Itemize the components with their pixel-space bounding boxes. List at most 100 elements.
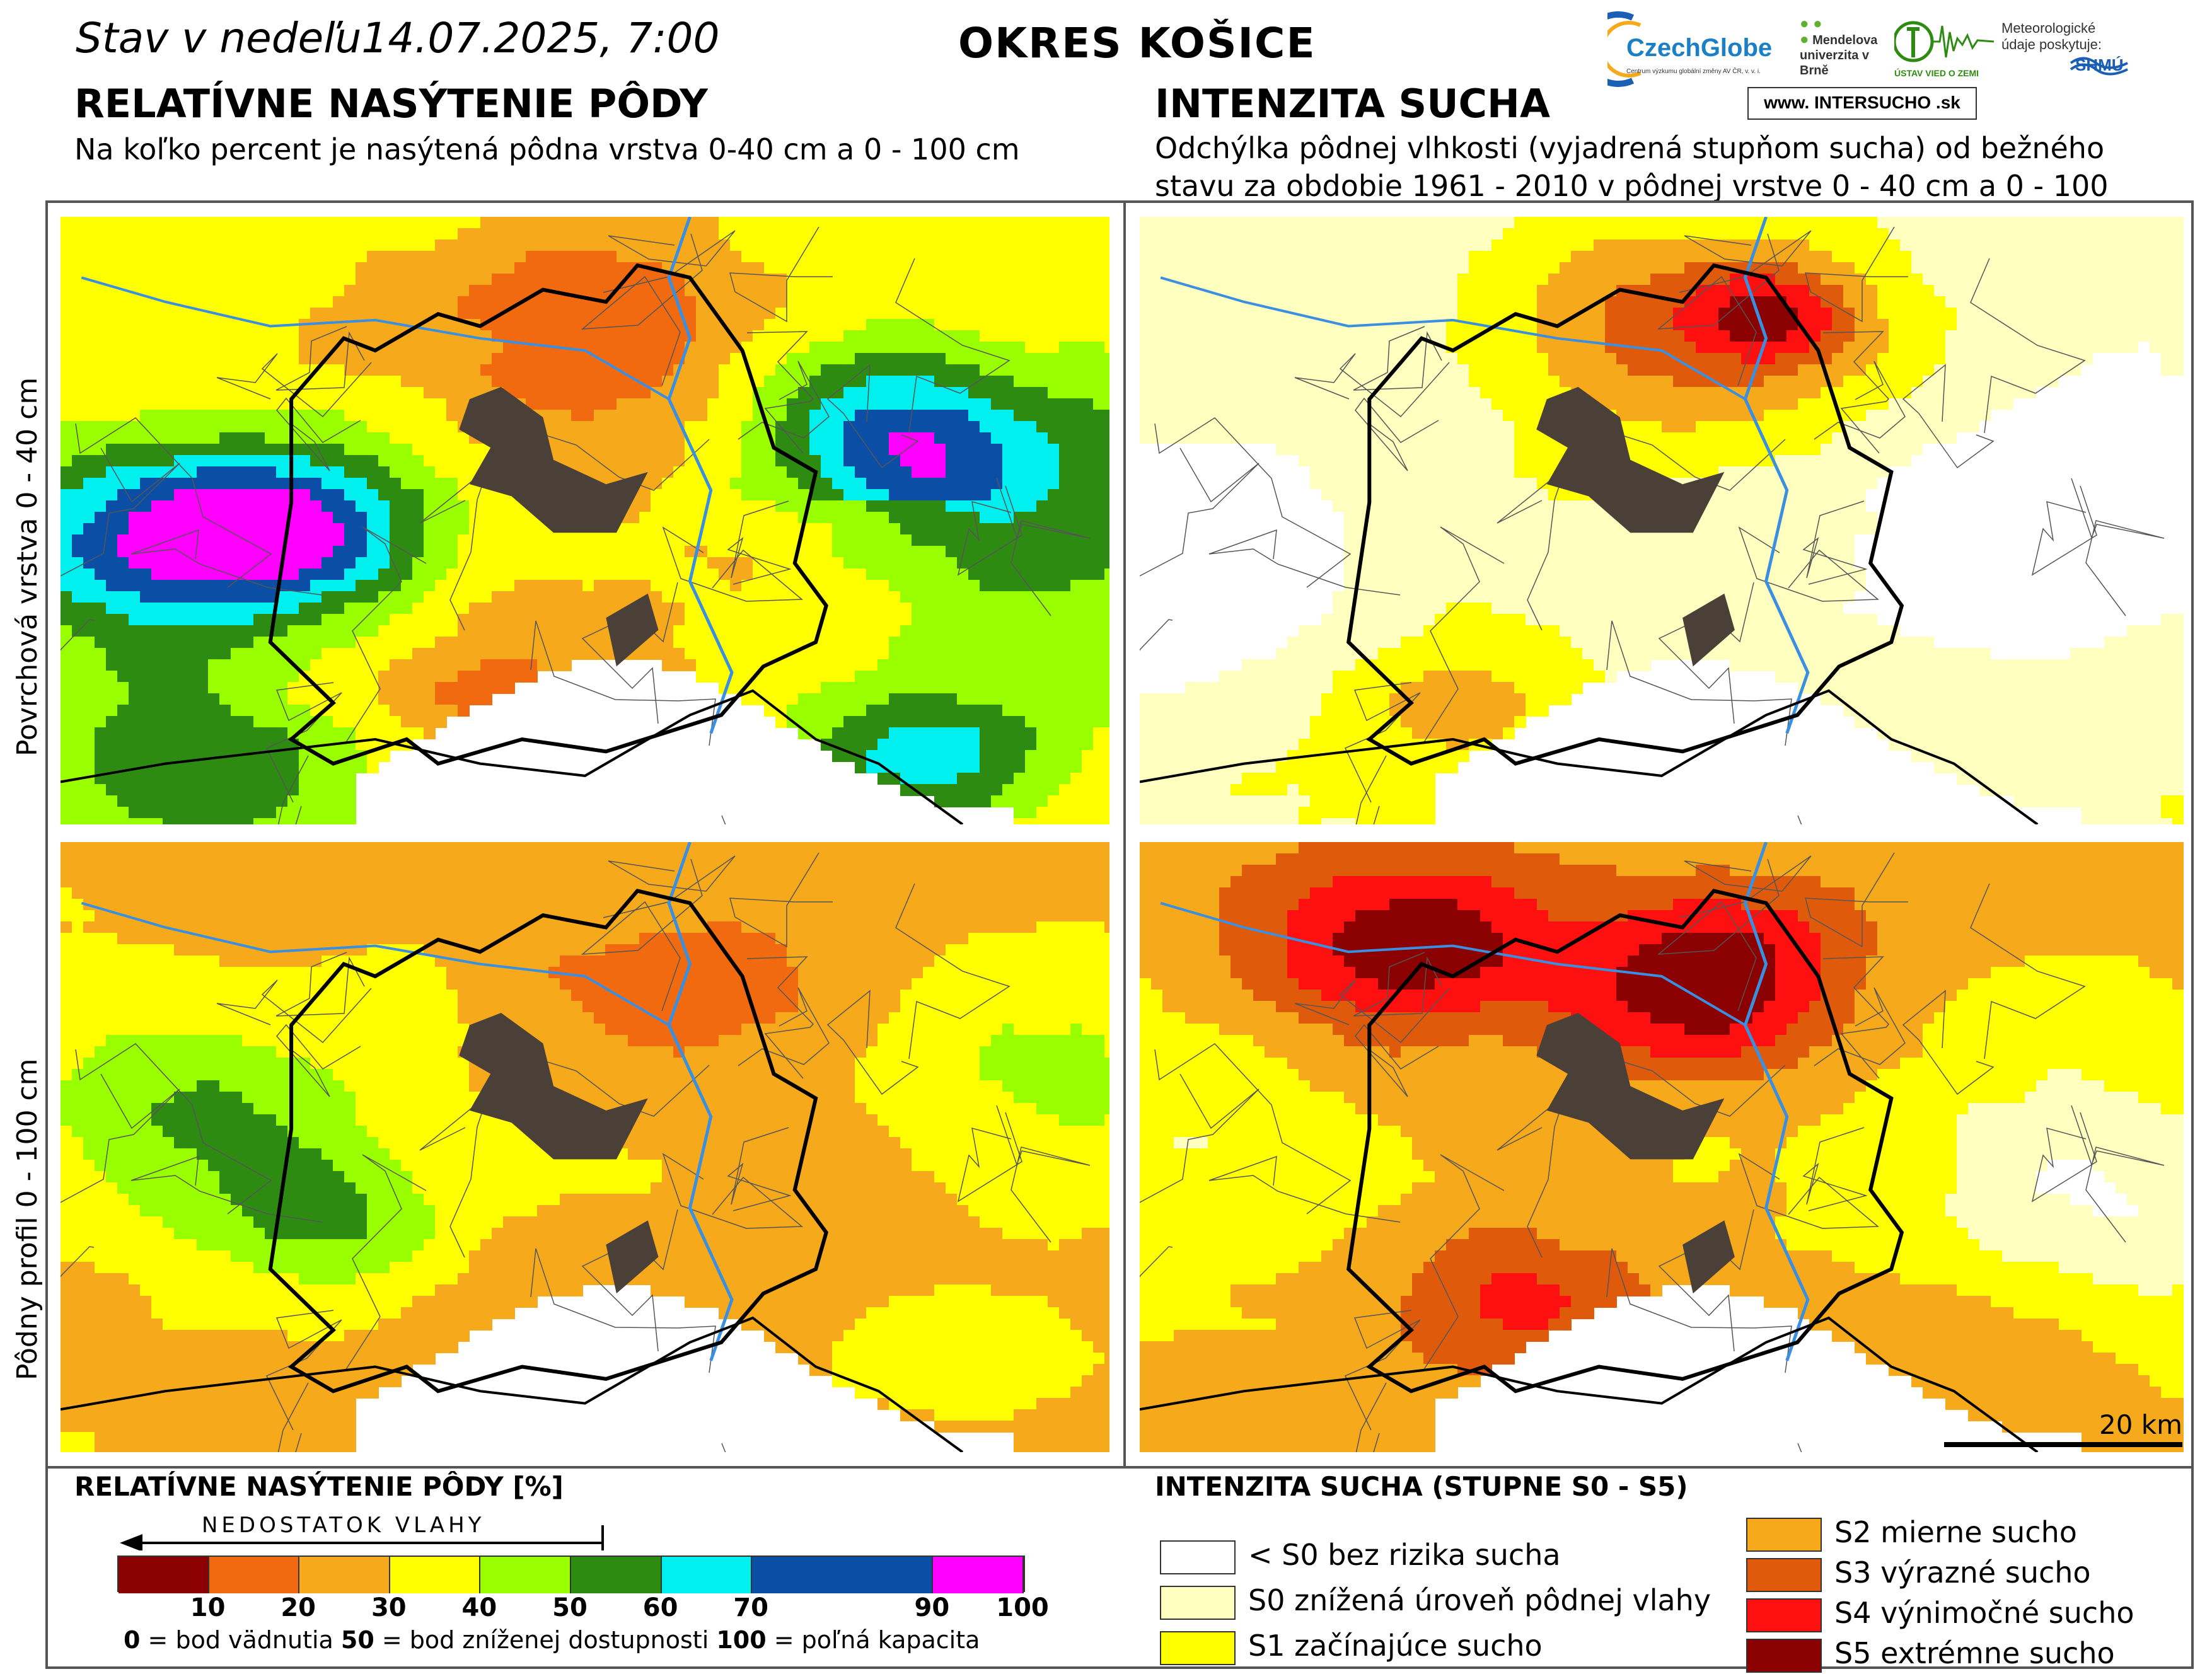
ramp-tick-label: 90	[914, 1593, 950, 1622]
uvoz-name: ÚSTAV VIED O ZEMI	[1894, 68, 1979, 78]
drought-label: S0 znížená úroveň pôdnej vlahy	[1248, 1583, 1711, 1617]
left-subtitle: Na koľko percent je nasýtená pôdna vrstv…	[74, 132, 1020, 166]
row-label-top: Povrchová vrstva 0 - 40 cm	[11, 377, 43, 756]
industrial-area	[1682, 1220, 1735, 1294]
shmu-name: SHMÚ	[2075, 55, 2124, 74]
district-boundary	[268, 263, 828, 766]
map-saturation-topsoil	[61, 217, 1109, 824]
footnote-text: = bod vädnutia	[140, 1626, 341, 1654]
legend-drought-title: INTENZITA SUCHA (STUPNE S0 - S5)	[1155, 1471, 1688, 1502]
kosice-urban-area	[459, 386, 648, 533]
state-border	[61, 689, 964, 824]
ramp-tick-label: 40	[461, 1593, 497, 1622]
partner-logos: CzechGlobe Centrum výzkumu globální změn…	[1580, 6, 2206, 120]
drought-label: S5 extrémne sucho	[1834, 1636, 2115, 1670]
map-drought-profile	[1140, 842, 2184, 1452]
ramp-bin-50	[480, 1557, 571, 1593]
raster-layer	[61, 217, 1109, 824]
district-boundary	[1346, 889, 1904, 1394]
ramp-bin-90	[752, 1557, 934, 1593]
czechglobe-subtext: Centrum výzkumu globální změny AV ČR, v.…	[1626, 68, 1761, 75]
mendel-name: Mendelova univerzita v Brně	[1800, 33, 1878, 78]
river-bodva	[1160, 276, 1746, 400]
mendel-dots-icon: ● ● ●	[1800, 15, 1822, 48]
left-arrow-icon	[120, 1525, 604, 1550]
drought-topsoil-map	[1140, 217, 2184, 824]
legend-saturation-title: RELATÍVNE NASÝTENIE PÔDY [%]	[74, 1471, 564, 1502]
river-hornad	[1743, 842, 1810, 1361]
ramp-tick-label: 10	[190, 1593, 226, 1622]
footnote-text: = poľná kapacita	[766, 1626, 980, 1654]
right-title: INTENZITA SUCHA	[1155, 81, 1550, 127]
drought-swatch	[1746, 1518, 1822, 1552]
raster-layer	[61, 842, 1109, 1452]
raster-layer	[1140, 842, 2184, 1452]
ramp-tick-label: 70	[733, 1593, 769, 1622]
ramp-tick-label: 30	[371, 1593, 407, 1622]
ramp-tick-label: 20	[281, 1593, 316, 1622]
ramp-bin-40	[390, 1557, 481, 1593]
horizontal-divider	[45, 1466, 2194, 1469]
czechglobe-logo: CzechGlobe Centrum výzkumu globální změn…	[1580, 11, 1797, 87]
district-title: OKRES KOŠICE	[958, 19, 1316, 67]
kosice-urban-area	[1536, 1013, 1725, 1160]
deficit-arrow-label: NEDOSTATOK VLAHY	[202, 1513, 485, 1538]
footnote-value: 100	[716, 1626, 767, 1654]
report-date: Stav v nedeľu14.07.2025, 7:00	[76, 14, 719, 62]
shmu-icon	[2070, 57, 2128, 76]
date-value: 14.07.2025, 7:00	[361, 14, 720, 62]
saturation-footnote: 0 = bod vädnutia 50 = bod zníženej dostu…	[124, 1626, 980, 1654]
ramp-bin-60	[571, 1557, 662, 1593]
drought-label: S4 výnimočné sucho	[1834, 1596, 2134, 1630]
state-border	[1140, 1316, 2039, 1452]
ramp-tick-label: 100	[996, 1593, 1049, 1622]
seismograph-icon	[1892, 21, 1995, 62]
map-saturation-profile	[61, 842, 1109, 1452]
district-boundary	[268, 889, 828, 1394]
river-hornad	[1743, 217, 1810, 734]
drought-swatch	[1746, 1639, 1822, 1673]
industrial-area	[606, 593, 659, 667]
ramp-tick-label: 50	[552, 1593, 588, 1622]
deficit-arrow: NEDOSTATOK VLAHY	[120, 1513, 605, 1550]
right-subtitle: Odchýlka pôdnej vlhkosti (vyjadrená stup…	[1155, 131, 2109, 241]
municipal-boundaries	[61, 852, 1091, 1452]
drought-swatch	[1746, 1558, 1822, 1592]
drought-swatch	[1746, 1598, 1822, 1632]
river-hornad	[667, 217, 734, 734]
intersucho-link[interactable]: www. INTERSUCHO .sk	[1747, 87, 1977, 120]
scale-label: 20 km	[2099, 1409, 2183, 1440]
vertical-divider	[1123, 200, 1126, 1469]
uvoz-logo: ÚSTAV VIED O ZEMI	[1892, 16, 1995, 86]
drought-label: < S0 bez rizika sucha	[1248, 1538, 1561, 1572]
ramp-bin-30	[299, 1557, 390, 1593]
saturation-profile-map	[61, 842, 1109, 1452]
ramp-bin-70	[661, 1557, 753, 1593]
shmu-intro: Meteorologické údaje poskytuje:	[2001, 20, 2102, 52]
ramp-tick-label: 60	[642, 1593, 678, 1622]
footnote-value: 0	[124, 1626, 141, 1654]
municipal-boundaries	[61, 226, 1091, 824]
left-title: RELATÍVNE NASÝTENIE PÔDY	[74, 81, 708, 127]
date-prefix: Stav v nedeľu	[76, 14, 362, 62]
kosice-urban-area	[1536, 386, 1725, 533]
map-frame	[45, 200, 2194, 1669]
saturation-topsoil-map	[61, 217, 1109, 824]
map-drought-topsoil	[1140, 217, 2184, 824]
drought-profile-map	[1140, 842, 2184, 1452]
district-boundary	[1346, 263, 1904, 766]
drought-label: S2 mierne sucho	[1834, 1515, 2077, 1549]
municipal-boundaries	[1140, 226, 2165, 824]
ramp-bin-20	[209, 1557, 300, 1593]
river-hornad	[667, 842, 734, 1361]
industrial-area	[606, 1220, 659, 1294]
state-border	[61, 1316, 964, 1452]
river-bodva	[1160, 901, 1746, 1027]
river-bodva	[81, 901, 670, 1027]
ramp-bin-100	[933, 1557, 1024, 1593]
czechglobe-name: CzechGlobe	[1626, 34, 1773, 62]
state-border	[1140, 689, 2039, 824]
municipal-boundaries	[1140, 852, 2165, 1452]
kosice-urban-area	[459, 1013, 648, 1160]
scale-bar	[1944, 1442, 2182, 1447]
